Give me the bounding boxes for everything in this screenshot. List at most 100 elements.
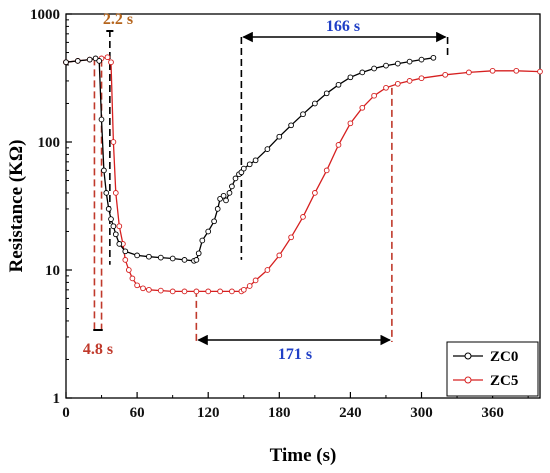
data-point-zc5 [110, 139, 117, 145]
data-point-zc0 [211, 218, 217, 225]
data-point-zc5 [264, 267, 271, 273]
series-layer [63, 54, 543, 295]
data-point-zc0 [240, 165, 247, 172]
data-point-zc0 [264, 146, 271, 152]
data-point-zc5 [169, 288, 176, 295]
data-point-zc0 [226, 190, 233, 196]
data-point-zc5 [252, 277, 259, 284]
data-point-zc5 [122, 257, 129, 263]
data-point-zc0 [101, 167, 107, 174]
data-point-zc0 [418, 56, 425, 63]
data-point-zc0 [394, 60, 401, 67]
x-tick-label: 60 [130, 405, 145, 421]
x-tick-label: 180 [268, 405, 291, 421]
data-point-zc5 [383, 84, 389, 91]
x-tick-label: 360 [481, 405, 504, 421]
y-axis-title: Resistance (KΩ) [6, 140, 27, 273]
data-point-zc0 [430, 54, 437, 61]
data-point-zc0 [288, 122, 294, 129]
axis-ticks: 0 60 120 180 240 300 360 1 10 100 1000 [30, 7, 529, 421]
data-point-zc5 [205, 288, 212, 295]
x-axis-title: Time (s) [270, 445, 337, 466]
data-point-zc0 [169, 255, 176, 262]
data-point-zc5 [335, 142, 342, 148]
data-point-zc5 [300, 214, 306, 220]
data-point-zc0 [335, 81, 342, 88]
data-point-zc0 [86, 56, 93, 63]
data-point-zc5 [323, 167, 330, 174]
data-point-zc0 [371, 65, 377, 72]
data-point-zc0 [205, 228, 212, 235]
y-tick-label: 1000 [30, 7, 60, 23]
data-point-zc0 [199, 237, 206, 244]
data-point-zc5 [394, 80, 401, 87]
data-point-zc5 [240, 286, 247, 293]
data-point-zc5 [134, 282, 140, 289]
data-point-zc0 [347, 74, 354, 81]
data-point-zc0 [112, 231, 119, 238]
data-point-zc0 [217, 195, 223, 202]
data-point-zc0 [359, 69, 366, 76]
data-point-zc5 [116, 223, 123, 230]
x-tick-label: 300 [410, 405, 433, 421]
data-point-zc5 [246, 283, 253, 289]
data-point-zc5 [181, 288, 188, 295]
data-point-zc0 [116, 241, 123, 247]
x-tick-label: 120 [197, 405, 220, 421]
data-point-zc5 [140, 285, 146, 292]
data-point-zc0 [98, 116, 105, 123]
legend-marker-zc5 [464, 376, 472, 384]
legend-marker-zc0 [464, 352, 472, 360]
data-point-zc0 [96, 58, 103, 64]
data-point-zc5 [217, 288, 223, 295]
data-point-zc0 [323, 90, 330, 97]
data-point-zc5 [276, 252, 283, 259]
data-point-zc5 [146, 286, 152, 293]
data-point-zc5 [104, 54, 111, 61]
legend-label-zc0: ZC0 [490, 349, 518, 365]
data-point-zc0 [105, 206, 112, 212]
data-point-zc5 [466, 69, 472, 76]
data-point-zc0 [157, 254, 164, 261]
recovery-time-zc0-label: 166 s [326, 18, 360, 35]
data-point-zc5 [371, 92, 377, 99]
series-line-zc0 [65, 57, 434, 262]
data-point-zc5 [193, 288, 200, 295]
data-point-zc5 [442, 71, 449, 78]
data-point-zc0 [220, 192, 227, 199]
data-point-zc0 [246, 161, 253, 168]
data-point-zc0 [229, 183, 235, 190]
data-point-zc0 [108, 216, 114, 222]
data-point-zc5 [537, 68, 543, 75]
legend-box [446, 341, 539, 397]
plot-frame [65, 13, 541, 399]
response-time-zc5-label: 4.8 s [83, 341, 113, 358]
data-point-zc5 [347, 120, 354, 127]
data-point-zc0 [193, 257, 200, 263]
data-point-zc5 [418, 75, 425, 82]
data-point-zc0 [74, 58, 81, 64]
data-point-zc0 [406, 58, 413, 65]
x-tick-label: 0 [62, 405, 70, 421]
y-tick-label: 10 [45, 263, 60, 279]
data-point-zc5 [312, 190, 318, 196]
series-line-zc5 [65, 56, 541, 293]
data-point-zc0 [146, 253, 152, 260]
data-point-zc5 [406, 78, 413, 84]
data-point-zc0 [195, 250, 202, 257]
recovery-time-zc5-label: 171 s [278, 346, 312, 363]
y-tick-label: 1 [53, 391, 61, 407]
data-point-zc5 [125, 267, 132, 273]
annotation-guides [93, 30, 449, 346]
data-point-zc0 [103, 190, 110, 196]
data-point-zc0 [214, 206, 221, 212]
data-point-zc0 [223, 197, 229, 204]
data-point-zc0 [312, 100, 318, 107]
data-point-zc0 [63, 59, 69, 66]
data-point-zc5 [359, 104, 366, 111]
data-point-zc5 [129, 275, 136, 282]
data-point-zc5 [513, 67, 520, 74]
data-point-zc5 [157, 287, 164, 294]
data-point-zc5 [489, 67, 496, 74]
